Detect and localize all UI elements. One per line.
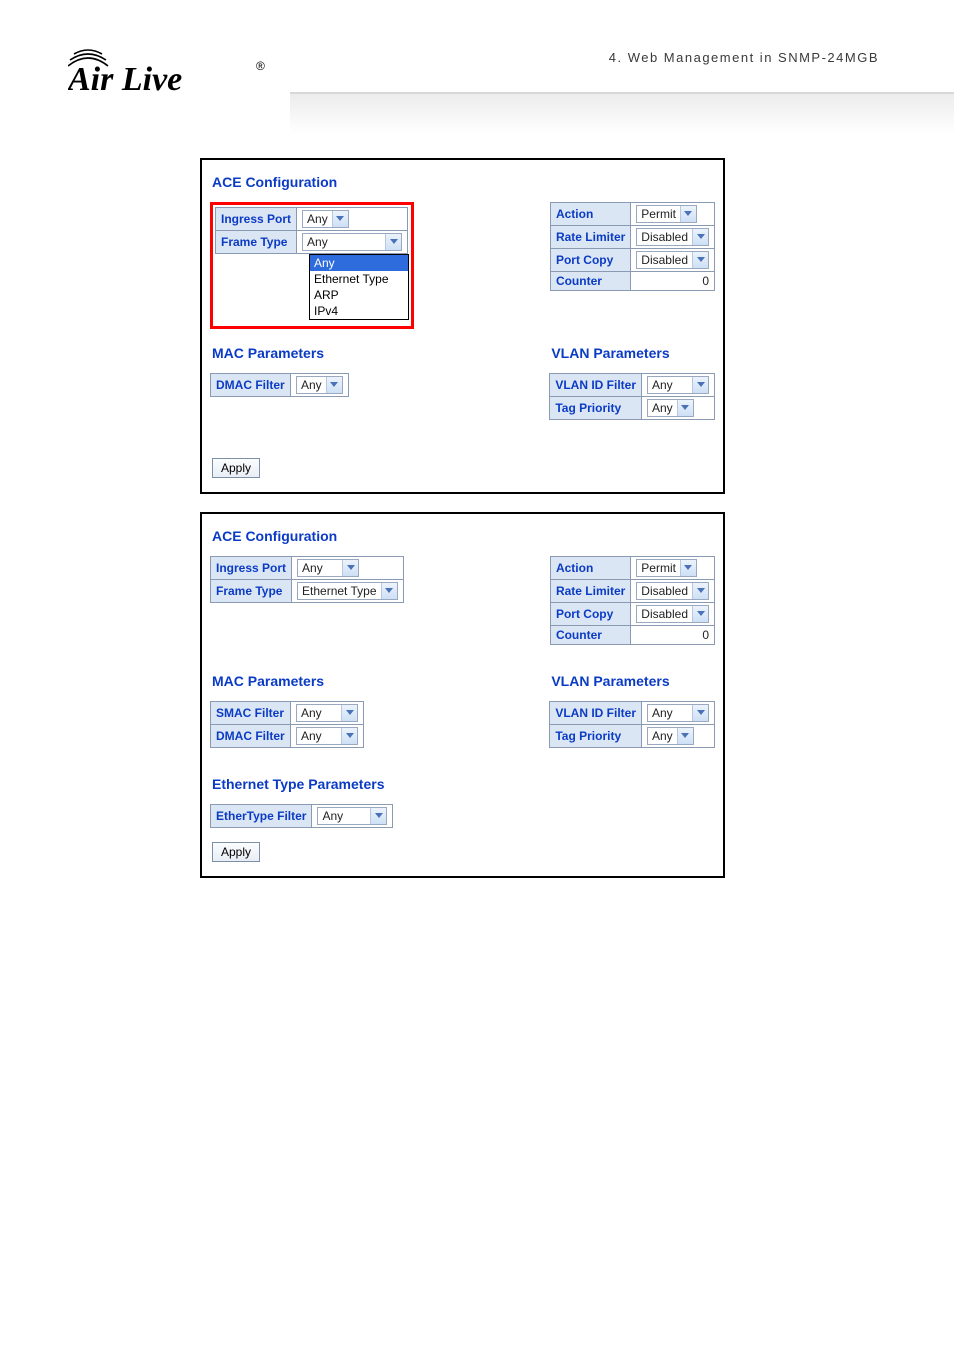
dmac-filter-label: DMAC Filter — [211, 725, 291, 748]
port-copy-label: Port Copy — [550, 603, 630, 626]
tag-priority-label: Tag Priority — [550, 397, 642, 420]
ingress-frame-table: Ingress Port Any Frame Type Ethernet Typ… — [210, 556, 404, 603]
chevron-down-icon — [341, 705, 357, 721]
action-table: Action Permit Rate Limiter Disabled Port… — [550, 556, 715, 645]
dropdown-option-ethernet-type[interactable]: Ethernet Type — [310, 271, 408, 287]
ethertype-table: EtherType Filter Any — [210, 804, 393, 828]
chevron-down-icon — [692, 583, 708, 599]
ethertype-filter-label: EtherType Filter — [211, 805, 312, 828]
section-title-ace: ACE Configuration — [212, 174, 715, 190]
ace-row: Ingress Port Any Frame Type — [210, 202, 715, 329]
tag-priority-label: Tag Priority — [550, 725, 642, 748]
ethertype-filter-select[interactable]: Any — [317, 807, 387, 825]
port-copy-select[interactable]: Disabled — [636, 605, 709, 623]
section-title-ace: ACE Configuration — [212, 528, 715, 544]
tag-priority-select[interactable]: Any — [647, 399, 694, 417]
chevron-down-icon — [692, 705, 708, 721]
chevron-down-icon — [385, 234, 401, 250]
vlan-id-filter-select[interactable]: Any — [647, 376, 709, 394]
vlan-id-filter-label: VLAN ID Filter — [550, 702, 642, 725]
frame-type-label: Frame Type — [211, 580, 292, 603]
port-copy-label: Port Copy — [550, 249, 630, 272]
chevron-down-icon — [677, 728, 693, 744]
section-title-ethertype: Ethernet Type Parameters — [212, 776, 715, 792]
chevron-down-icon — [692, 377, 708, 393]
dmac-filter-select[interactable]: Any — [296, 727, 358, 745]
rate-limiter-select[interactable]: Disabled — [636, 582, 709, 600]
ingress-frame-table: Ingress Port Any Frame Type — [215, 207, 408, 254]
dmac-filter-select[interactable]: Any — [296, 376, 343, 394]
action-select[interactable]: Permit — [636, 205, 697, 223]
highlighted-region: Ingress Port Any Frame Type — [210, 202, 414, 329]
dropdown-option-any[interactable]: Any — [310, 255, 408, 271]
chevron-down-icon — [692, 229, 708, 245]
mac-table: SMAC Filter Any DMAC Filter Any — [210, 701, 364, 748]
chevron-down-icon — [692, 252, 708, 268]
chevron-down-icon — [326, 377, 342, 393]
svg-text:®: ® — [256, 59, 265, 73]
chevron-down-icon — [342, 560, 358, 576]
chevron-down-icon — [677, 400, 693, 416]
airlive-logo: Air Live ® — [68, 40, 268, 98]
frame-type-dropdown[interactable]: Any Ethernet Type ARP IPv4 — [309, 254, 409, 320]
section-title-mac: MAC Parameters — [212, 345, 500, 361]
dmac-filter-label: DMAC Filter — [211, 374, 291, 397]
breadcrumb: 4. Web Management in SNMP-24MGB — [609, 50, 879, 65]
apply-button[interactable]: Apply — [212, 458, 260, 478]
svg-text:Air Live: Air Live — [68, 61, 182, 98]
action-label: Action — [550, 557, 630, 580]
counter-value: 0 — [631, 272, 715, 291]
chevron-down-icon — [370, 808, 386, 824]
page: 4. Web Management in SNMP-24MGB Air Live… — [0, 0, 954, 956]
frame-type-select[interactable]: Any — [302, 233, 402, 251]
chevron-down-icon — [381, 583, 397, 599]
mac-table: DMAC Filter Any — [210, 373, 349, 397]
ingress-port-label: Ingress Port — [211, 557, 292, 580]
ingress-port-select[interactable]: Any — [302, 210, 349, 228]
rate-limiter-label: Rate Limiter — [550, 226, 630, 249]
vlan-table: VLAN ID Filter Any Tag Priority Any — [549, 701, 715, 748]
port-copy-select[interactable]: Disabled — [636, 251, 709, 269]
ingress-port-label: Ingress Port — [216, 208, 297, 231]
rate-limiter-select[interactable]: Disabled — [636, 228, 709, 246]
counter-value: 0 — [631, 626, 715, 645]
ace-panel-1: ACE Configuration Ingress Port Any — [200, 158, 725, 494]
dropdown-option-arp[interactable]: ARP — [310, 287, 408, 303]
chevron-down-icon — [332, 211, 348, 227]
chevron-down-icon — [680, 206, 696, 222]
ace-panel-2: ACE Configuration Ingress Port Any Frame… — [200, 512, 725, 878]
tag-priority-select[interactable]: Any — [647, 727, 694, 745]
frame-type-label: Frame Type — [216, 231, 297, 254]
action-table: Action Permit Rate Limiter Disabled Port… — [550, 202, 715, 291]
frame-type-select[interactable]: Ethernet Type — [297, 582, 398, 600]
ingress-port-value: Any — [297, 208, 408, 231]
page-header: 4. Web Management in SNMP-24MGB Air Live… — [0, 0, 954, 110]
action-label: Action — [550, 203, 630, 226]
counter-label: Counter — [550, 626, 630, 645]
vlan-id-filter-select[interactable]: Any — [647, 704, 709, 722]
section-title-vlan: VLAN Parameters — [551, 673, 715, 689]
ingress-port-select[interactable]: Any — [297, 559, 359, 577]
section-title-mac: MAC Parameters — [212, 673, 500, 689]
panels-container: ACE Configuration Ingress Port Any — [0, 110, 954, 878]
chevron-down-icon — [341, 728, 357, 744]
ingress-port-row: Ingress Port Any — [216, 208, 408, 231]
chevron-down-icon — [680, 560, 696, 576]
dropdown-option-ipv4[interactable]: IPv4 — [310, 303, 408, 319]
rate-limiter-label: Rate Limiter — [550, 580, 630, 603]
frame-type-row: Frame Type Any — [216, 231, 408, 254]
frame-type-value: Any — [297, 231, 408, 254]
vlan-id-filter-label: VLAN ID Filter — [550, 374, 642, 397]
section-title-vlan: VLAN Parameters — [551, 345, 715, 361]
chevron-down-icon — [692, 606, 708, 622]
counter-label: Counter — [550, 272, 630, 291]
apply-button[interactable]: Apply — [212, 842, 260, 862]
action-select[interactable]: Permit — [636, 559, 697, 577]
header-fade — [290, 94, 954, 134]
vlan-table: VLAN ID Filter Any Tag Priority Any — [549, 373, 715, 420]
smac-filter-select[interactable]: Any — [296, 704, 358, 722]
smac-filter-label: SMAC Filter — [211, 702, 291, 725]
